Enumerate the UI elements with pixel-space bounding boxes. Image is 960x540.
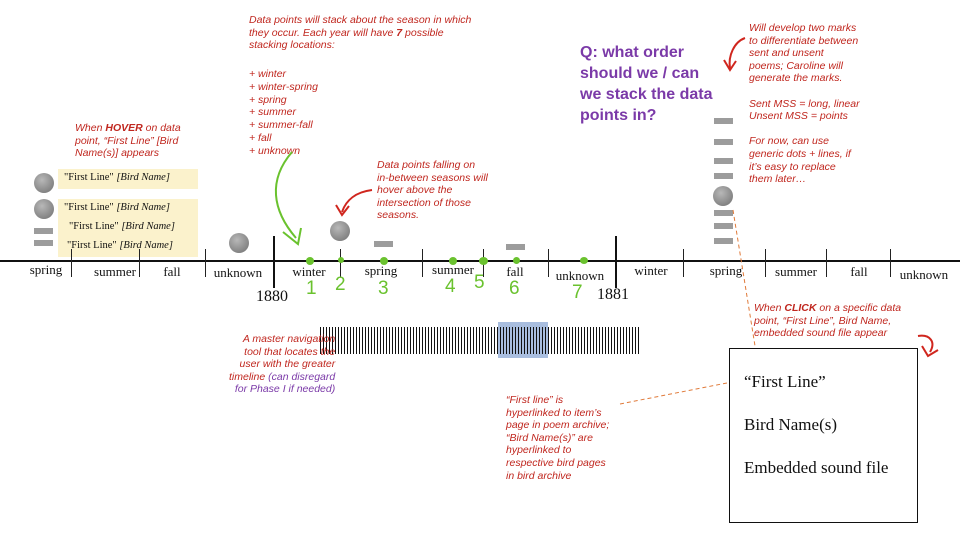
data-point-dash[interactable] <box>374 241 393 247</box>
data-point-dash[interactable] <box>714 118 733 124</box>
stacking-location-number: 6 <box>509 278 520 299</box>
data-point-dot[interactable] <box>34 173 54 193</box>
data-point-dash[interactable] <box>714 173 733 179</box>
season-divider <box>71 249 72 277</box>
stacking-location-number: 5 <box>474 272 485 293</box>
season-label: fall <box>506 264 524 279</box>
data-point-dash[interactable] <box>714 238 733 244</box>
data-point-dot[interactable] <box>330 221 350 241</box>
season-label: spring <box>364 263 398 278</box>
season-label: unknown <box>213 265 263 280</box>
stacking-location-number: 7 <box>572 282 583 303</box>
data-point-dash[interactable] <box>714 158 733 164</box>
season-divider <box>683 249 684 277</box>
hyperlink-note: “First line” is hyperlinked to item’s pa… <box>506 394 610 482</box>
hover-first-line: "First Line" [Bird Name] <box>67 240 173 251</box>
stacking-location-marker <box>306 257 314 265</box>
season-divider <box>340 249 341 277</box>
card-bird-names-link[interactable]: Bird Name(s) <box>744 415 838 434</box>
season-divider <box>422 249 423 277</box>
stacking-location-number: 4 <box>445 276 456 297</box>
hover-first-line: "First Line" [Bird Name] <box>64 202 170 213</box>
data-point-dash[interactable] <box>34 228 53 234</box>
data-point-dot[interactable] <box>34 199 54 219</box>
master-navigation-tool[interactable] <box>320 327 640 354</box>
season-divider <box>205 249 206 277</box>
stacking-location-number: 2 <box>335 274 346 295</box>
season-divider <box>548 249 549 277</box>
season-label: summer <box>432 262 474 277</box>
season-divider <box>890 249 891 277</box>
data-point-detail-card <box>729 348 918 523</box>
stacking-location-marker <box>479 257 488 265</box>
season-label: spring <box>709 263 743 278</box>
stacking-location-marker <box>580 257 588 264</box>
card-first-line-link[interactable]: “First Line” <box>744 372 826 391</box>
data-point-dash[interactable] <box>506 244 525 250</box>
stacking-location-marker <box>380 257 388 265</box>
season-label: fall <box>163 264 181 279</box>
stacking-location-number: 3 <box>378 278 389 299</box>
year-label-1880: 1880 <box>256 288 288 305</box>
hover-note: When HOVER on data point, “First Line” [… <box>75 122 181 160</box>
year-divider <box>615 236 617 288</box>
hover-label <box>58 237 198 257</box>
stacking-locations-list: + winter + winter-spring + spring + summ… <box>249 68 318 157</box>
marks-note: Will develop two marks to differentiate … <box>749 22 860 186</box>
season-divider <box>765 249 766 277</box>
in-between-note: Data points falling on in-between season… <box>377 159 488 222</box>
stacking-location-number: 1 <box>306 278 317 299</box>
year-divider <box>273 236 275 288</box>
hover-first-line: "First Line" [Bird Name] <box>64 172 170 183</box>
data-point-dash[interactable] <box>714 223 733 229</box>
season-label: winter <box>292 264 326 279</box>
season-label: unknown <box>899 267 949 282</box>
season-label: winter <box>634 263 668 278</box>
hover-label <box>58 169 198 189</box>
click-note: When CLICK on a specific data point, “Fi… <box>754 302 902 340</box>
hover-first-line: "First Line" [Bird Name] <box>69 221 175 232</box>
hover-label <box>58 199 198 219</box>
data-point-dash[interactable] <box>34 240 53 246</box>
stacking-location-marker <box>513 257 520 264</box>
season-label: summer <box>94 264 136 279</box>
stacking-location-marker <box>449 257 457 265</box>
season-label: spring <box>29 262 63 277</box>
hover-label <box>58 218 198 237</box>
season-divider <box>139 249 140 277</box>
data-point-dot[interactable] <box>713 186 733 206</box>
season-divider <box>826 249 827 277</box>
season-label: fall <box>850 264 868 279</box>
data-point-dash[interactable] <box>714 210 733 216</box>
stacking-location-marker <box>338 257 344 263</box>
stacking-note: Data points will stack about the season … <box>249 14 472 52</box>
stacking-order-question: Q: what order should we / can we stack t… <box>580 44 713 124</box>
navigation-note: A master navigation tool that locates th… <box>229 333 336 396</box>
card-embedded-sound-file[interactable]: Embedded sound file <box>744 458 889 477</box>
data-point-dash[interactable] <box>714 139 733 145</box>
season-label: unknown <box>555 268 605 283</box>
year-label-1881: 1881 <box>597 286 629 303</box>
data-point-dot[interactable] <box>229 233 249 253</box>
season-label: summer <box>775 264 817 279</box>
